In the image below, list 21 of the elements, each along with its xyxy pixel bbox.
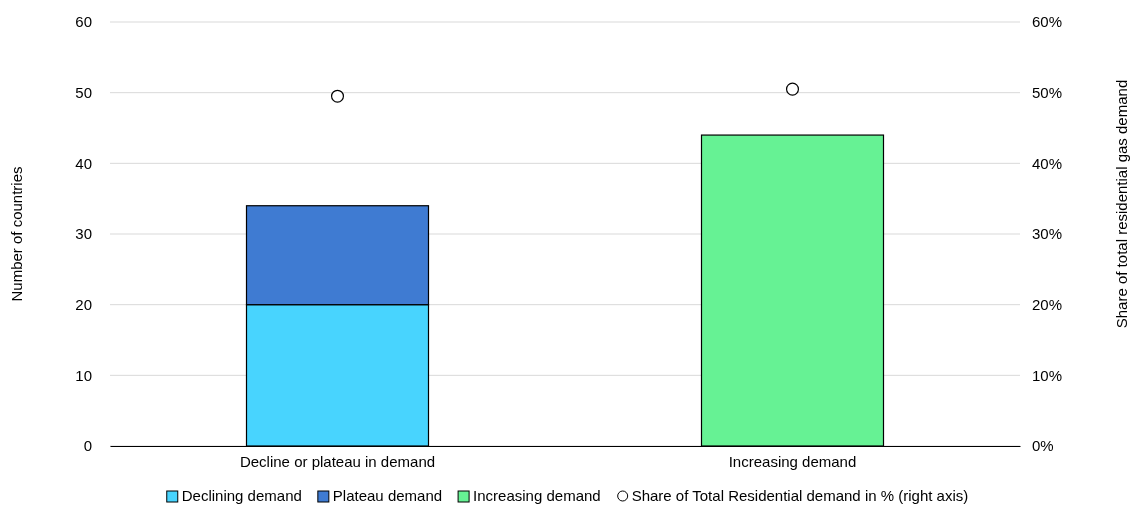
y-tick-label: 60 [75, 13, 92, 31]
y2-tick-label: 0% [1032, 437, 1054, 455]
legend-label: Plateau demand [332, 487, 443, 504]
y-axis-title: Number of countries [8, 166, 25, 302]
y2-tick-label: 60% [1032, 13, 1063, 31]
y2-tick-label: 10% [1032, 366, 1063, 384]
y-tick-label: 0 [83, 437, 92, 455]
y2-tick-label: 50% [1032, 83, 1063, 101]
x-tick-label: Decline or plateau in demand [239, 452, 436, 470]
y2-tick-label: 40% [1032, 154, 1063, 172]
y-tick-label: 40 [75, 154, 92, 172]
y2-tick-label: 20% [1032, 295, 1063, 313]
legend-label: Declining demand [181, 487, 302, 504]
y2-axis-title: Share of total residential gas demand [1113, 79, 1130, 329]
y-tick-label: 10 [75, 366, 92, 384]
legend-label: Increasing demand [473, 487, 601, 504]
legend-label: Share of Total Residential demand in % (right axis) [631, 487, 969, 504]
y-tick-label: 30 [75, 225, 92, 243]
y-tick-label: 20 [75, 295, 92, 313]
y-tick-label: 50 [75, 83, 92, 101]
y2-tick-label: 30% [1032, 225, 1063, 243]
